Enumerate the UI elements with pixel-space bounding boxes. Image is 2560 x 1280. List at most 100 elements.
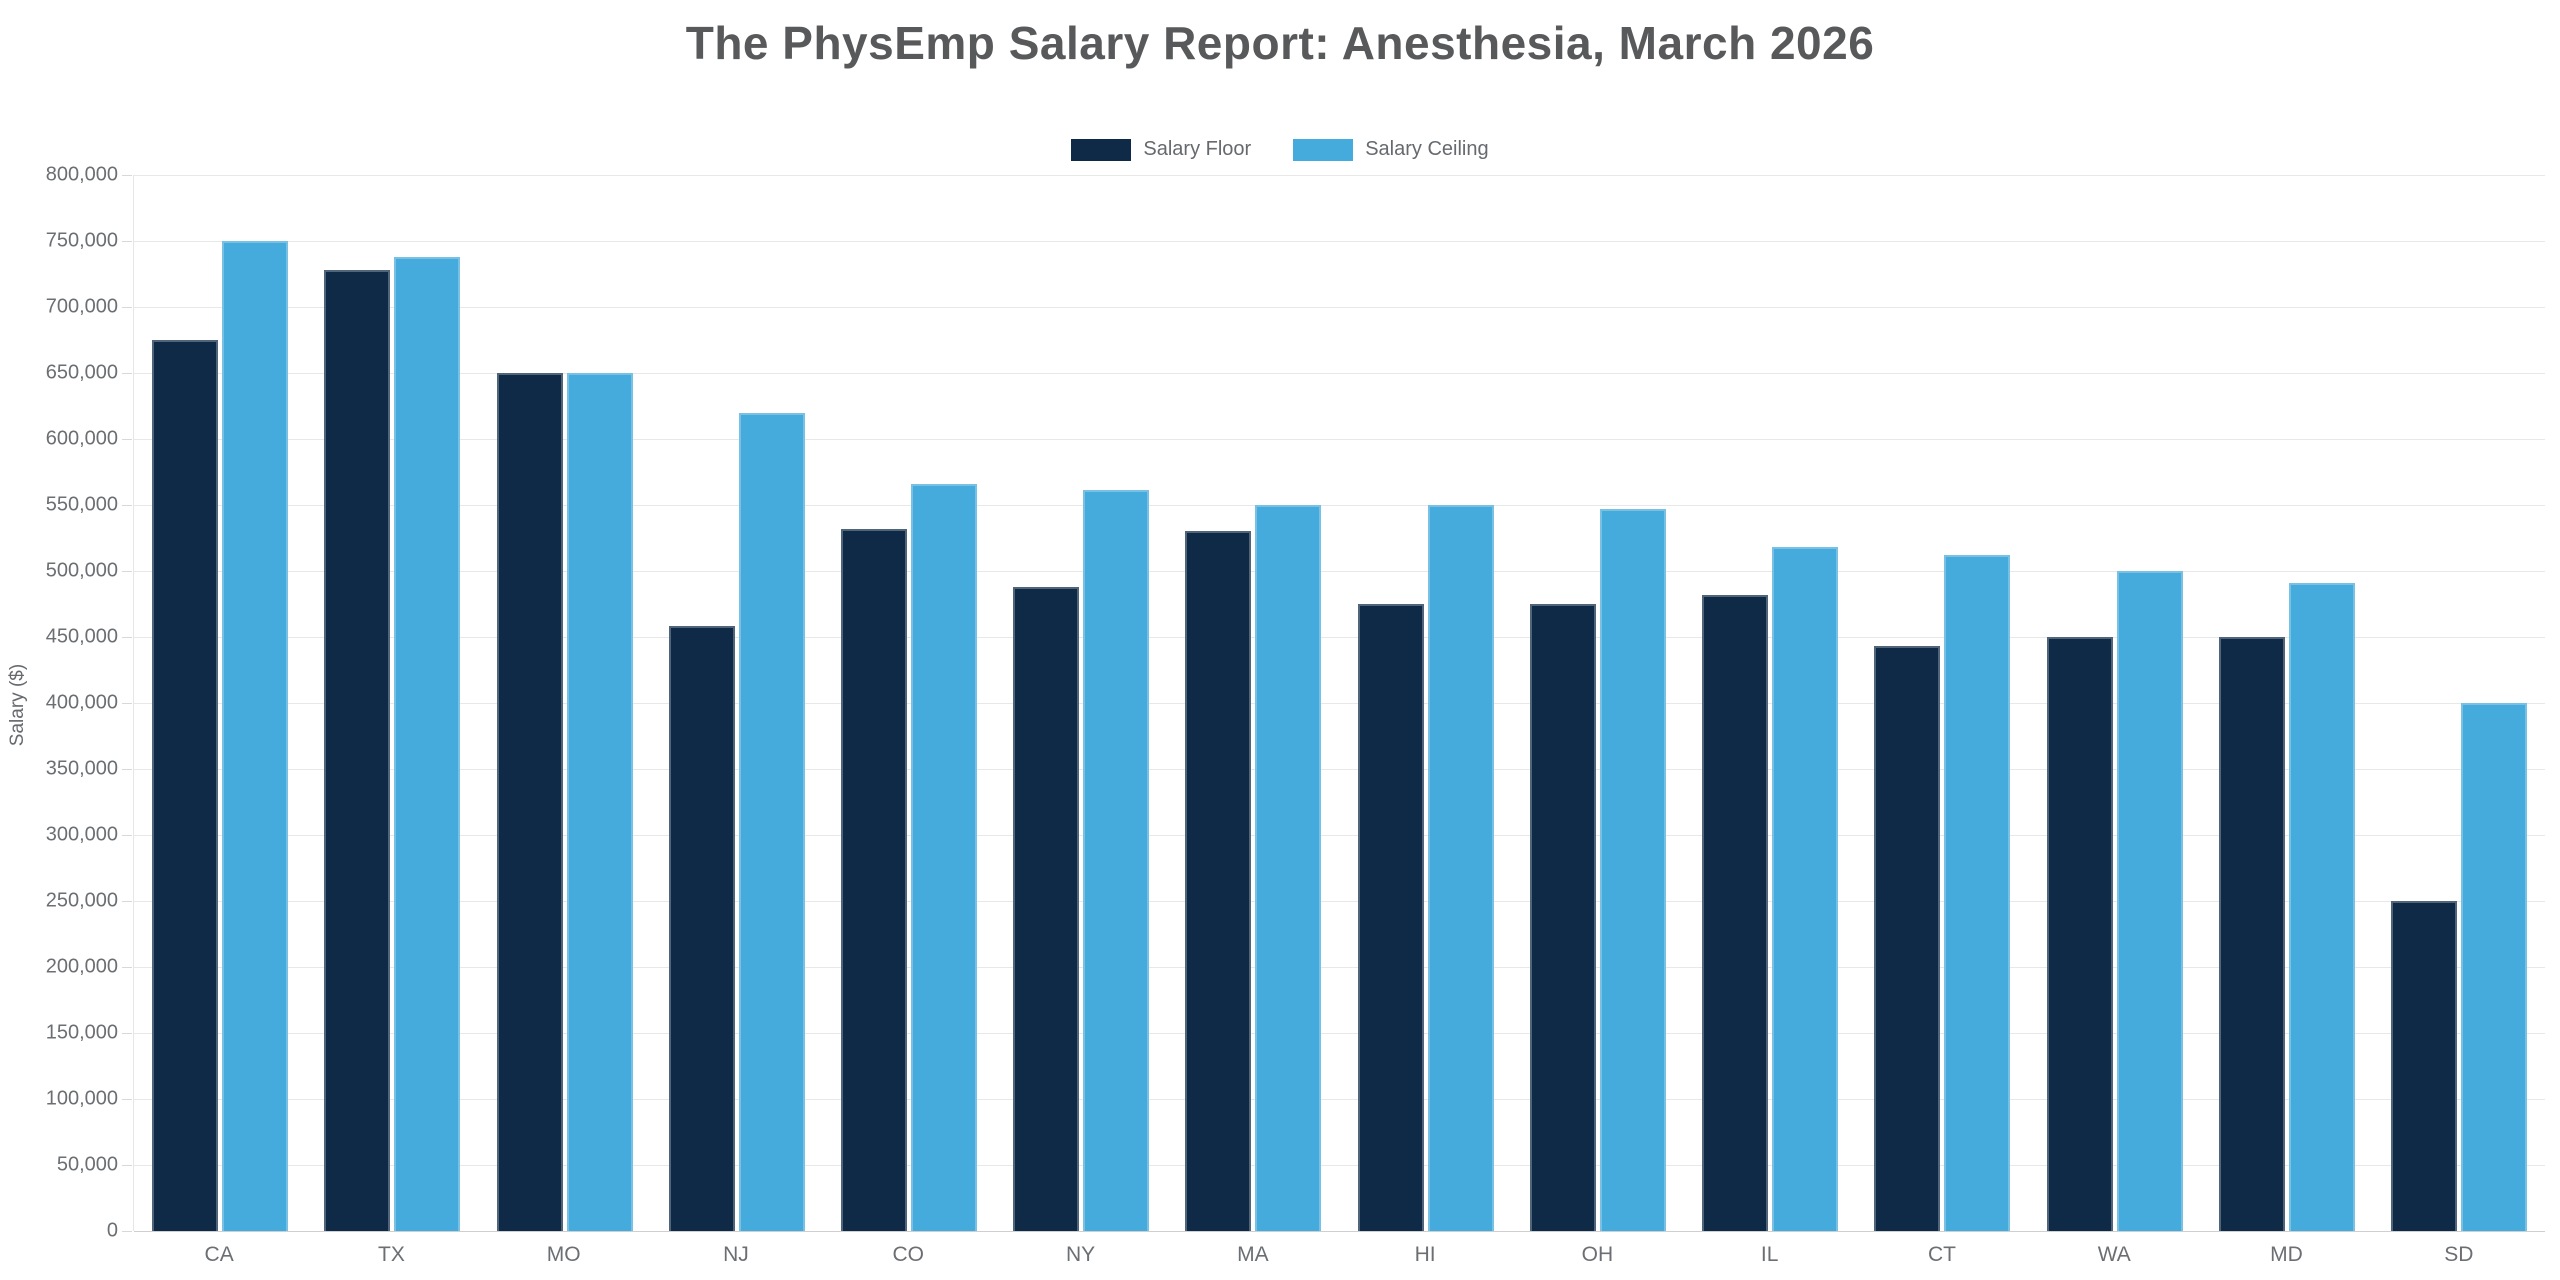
x-tick-label-WA: WA bbox=[2097, 1243, 2131, 1266]
y-tick-label-400000: 400,000 bbox=[45, 691, 118, 714]
bar-floor-CT bbox=[1874, 646, 1941, 1231]
y-tick-label-450000: 450,000 bbox=[45, 625, 118, 648]
bar-ceiling-CT bbox=[1944, 555, 2011, 1231]
bar-floor-HI bbox=[1357, 604, 1424, 1231]
gridline-600000 bbox=[134, 439, 2545, 440]
gridline-100000 bbox=[134, 1099, 2545, 1100]
plot-area bbox=[133, 175, 2545, 1232]
legend-label-floor: Salary Floor bbox=[1143, 138, 1252, 160]
bar-floor-WA bbox=[2046, 637, 2113, 1231]
bar-group-TX bbox=[306, 175, 478, 1231]
y-tick-mark bbox=[122, 835, 132, 836]
x-tick-label-SD: SD bbox=[2444, 1243, 2474, 1266]
x-tick-label-OH: OH bbox=[1581, 1243, 1614, 1266]
y-tick-mark bbox=[122, 637, 132, 638]
y-tick-mark bbox=[122, 241, 132, 242]
gridline-650000 bbox=[134, 373, 2545, 374]
bar-group-IL bbox=[1684, 175, 1856, 1231]
y-tick-label-550000: 550,000 bbox=[45, 493, 118, 516]
y-tick-label-150000: 150,000 bbox=[45, 1021, 118, 1044]
y-tick-label-350000: 350,000 bbox=[45, 757, 118, 780]
x-tick-label-NJ: NJ bbox=[723, 1243, 749, 1266]
bar-ceiling-CA bbox=[222, 241, 289, 1231]
bar-ceiling-IL bbox=[1772, 547, 1839, 1231]
x-tick-label-MD: MD bbox=[2270, 1243, 2303, 1266]
y-tick-mark bbox=[122, 769, 132, 770]
bar-groups bbox=[134, 175, 2545, 1231]
bar-group-MD bbox=[2201, 175, 2373, 1231]
bar-group-CA bbox=[134, 175, 306, 1231]
bar-floor-NJ bbox=[668, 626, 735, 1231]
gridline-0 bbox=[134, 1231, 2545, 1232]
gridline-250000 bbox=[134, 901, 2545, 902]
bar-floor-CA bbox=[152, 340, 219, 1231]
y-tick-mark bbox=[122, 703, 132, 704]
gridline-700000 bbox=[134, 307, 2545, 308]
y-tick-label-650000: 650,000 bbox=[45, 361, 118, 384]
y-tick-label-100000: 100,000 bbox=[45, 1087, 118, 1110]
bar-group-NY bbox=[995, 175, 1167, 1231]
bar-group-OH bbox=[1512, 175, 1684, 1231]
y-tick-mark bbox=[122, 967, 132, 968]
x-axis-labels: CA TX MO NJ CO NY MA HI OH IL CT WA MD SD bbox=[133, 1243, 2545, 1267]
page-title: The PhysEmp Salary Report: Anesthesia, M… bbox=[685, 17, 1875, 69]
legend-item-salary-floor[interactable]: Salary Floor bbox=[1071, 138, 1251, 161]
bar-ceiling-CO bbox=[910, 483, 977, 1231]
legend-swatch-ceiling bbox=[1293, 138, 1354, 161]
bar-ceiling-MA bbox=[1255, 505, 1322, 1231]
legend-swatch-floor bbox=[1071, 138, 1132, 161]
x-tick-label-NY: NY bbox=[1065, 1243, 1096, 1266]
bar-group-MA bbox=[1167, 175, 1339, 1231]
gridline-450000 bbox=[134, 637, 2545, 638]
y-tick-mark bbox=[122, 175, 132, 176]
bar-ceiling-OH bbox=[1599, 508, 1666, 1231]
gridline-200000 bbox=[134, 967, 2545, 968]
x-tick-label-MO: MO bbox=[546, 1243, 581, 1266]
bar-floor-CO bbox=[840, 528, 907, 1231]
y-tick-label-0: 0 bbox=[106, 1219, 118, 1242]
x-tick-label-IL: IL bbox=[1760, 1243, 1779, 1266]
bar-floor-SD bbox=[2390, 901, 2457, 1231]
gridline-300000 bbox=[134, 835, 2545, 836]
y-tick-mark bbox=[122, 571, 132, 572]
x-tick-label-CO: CO bbox=[892, 1243, 925, 1266]
gridline-400000 bbox=[134, 703, 2545, 704]
bar-ceiling-MD bbox=[2288, 582, 2355, 1231]
bar-ceiling-WA bbox=[2116, 571, 2183, 1231]
bar-group-HI bbox=[1340, 175, 1512, 1231]
bar-group-CT bbox=[1856, 175, 2028, 1231]
bar-floor-TX bbox=[324, 270, 391, 1231]
y-tick-mark bbox=[122, 1099, 132, 1100]
y-tick-label-500000: 500,000 bbox=[45, 559, 118, 582]
x-tick-label-CA: CA bbox=[204, 1243, 234, 1266]
gridline-800000 bbox=[134, 175, 2545, 176]
x-tick-label-CT: CT bbox=[1927, 1243, 1956, 1266]
bar-ceiling-TX bbox=[394, 256, 461, 1231]
y-tick-mark bbox=[122, 1033, 132, 1034]
legend-item-salary-ceiling[interactable]: Salary Ceiling bbox=[1293, 138, 1489, 161]
bar-group-CO bbox=[823, 175, 995, 1231]
bar-group-WA bbox=[2028, 175, 2200, 1231]
y-tick-mark bbox=[122, 307, 132, 308]
bar-ceiling-HI bbox=[1427, 505, 1494, 1231]
y-tick-mark bbox=[122, 1231, 132, 1232]
bar-floor-NY bbox=[1013, 586, 1080, 1231]
x-tick-label-TX: TX bbox=[378, 1243, 405, 1266]
x-tick-label-MA: MA bbox=[1237, 1243, 1269, 1266]
y-tick-mark bbox=[122, 901, 132, 902]
bar-group-MO bbox=[478, 175, 650, 1231]
bar-group-NJ bbox=[651, 175, 823, 1231]
y-tick-mark bbox=[122, 505, 132, 506]
y-tick-mark bbox=[122, 1165, 132, 1166]
legend-label-ceiling: Salary Ceiling bbox=[1365, 138, 1489, 160]
gridline-350000 bbox=[134, 769, 2545, 770]
gridline-550000 bbox=[134, 505, 2545, 506]
gridline-150000 bbox=[134, 1033, 2545, 1034]
y-tick-label-700000: 700,000 bbox=[45, 295, 118, 318]
bar-ceiling-SD bbox=[2460, 703, 2527, 1231]
bar-ceiling-NJ bbox=[738, 412, 805, 1231]
y-tick-label-300000: 300,000 bbox=[45, 823, 118, 846]
y-tick-label-800000: 800,000 bbox=[45, 163, 118, 186]
bar-ceiling-NY bbox=[1083, 490, 1150, 1231]
y-tick-label-50000: 50,000 bbox=[56, 1153, 118, 1176]
